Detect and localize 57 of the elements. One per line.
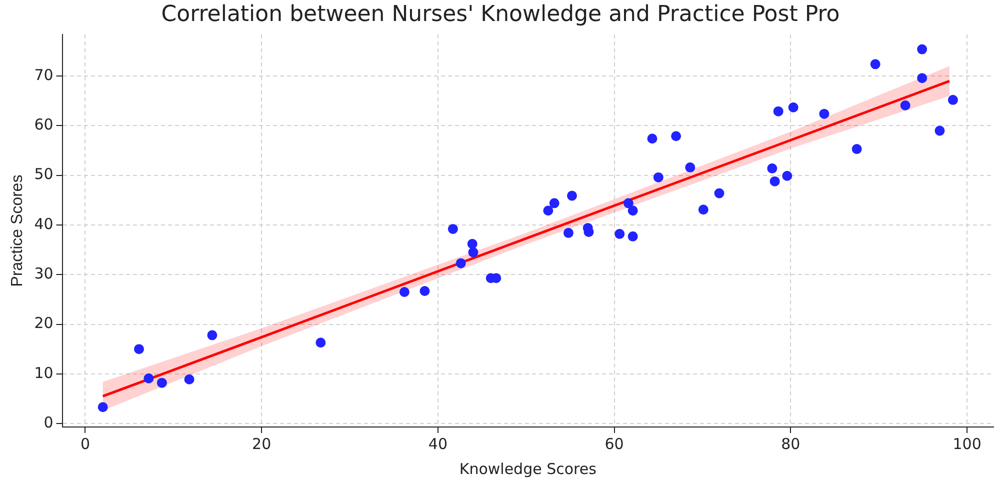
point [448,224,458,234]
y-axis-title: Practice Scores [9,174,26,287]
point [316,338,326,348]
y-tick-label: 50 [34,165,54,184]
point [144,373,154,384]
point [543,206,554,216]
point [782,170,792,181]
y-tick-label: 10 [34,364,54,382]
point [98,402,108,412]
x-tick-label: 0 [80,434,90,453]
x-tick-label: 100 [952,434,982,453]
x-axis-title: Knowledge Scores [459,460,597,478]
point [134,344,144,354]
y-tick-label: 0 [44,413,54,432]
point [653,172,664,182]
point [207,330,218,340]
point [870,59,880,70]
point [628,206,638,216]
point [184,374,194,384]
point [900,100,910,110]
point [456,258,466,268]
point [767,163,778,174]
point [628,231,638,242]
point [685,162,696,172]
point [770,176,780,186]
point [566,190,577,201]
x-tick-label: 80 [781,434,800,453]
point [773,106,784,116]
point [549,198,560,208]
point [399,286,410,297]
point [467,238,478,249]
y-tick-label: 60 [34,116,54,134]
point [698,204,708,215]
point [614,228,625,239]
point [934,126,945,136]
point [468,247,478,258]
point [852,144,862,154]
x-tick-label: 20 [252,434,272,453]
y-tick-label: 20 [34,314,54,332]
y-tick-label: 30 [34,264,54,283]
point [948,94,958,105]
point [788,102,798,112]
point [623,198,634,208]
x-tick-label: 40 [428,434,448,453]
point [647,134,658,144]
point [671,131,682,142]
y-tick-label: 70 [34,66,54,84]
y-tick-label: 40 [34,214,54,233]
chart-title: Correlation between Nurses' Knowledge and Practice Post Pro [161,2,840,27]
point [156,378,167,388]
point [917,73,928,84]
x-tick-label: 60 [604,434,624,453]
point [563,228,574,238]
point [420,286,430,296]
point [819,108,830,119]
point [714,188,724,198]
point [917,44,928,54]
